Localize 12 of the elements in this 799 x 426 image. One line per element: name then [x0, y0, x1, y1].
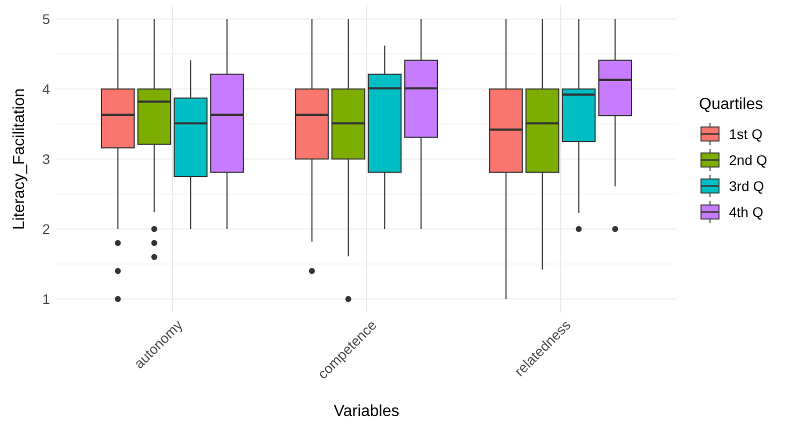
legend-title: Quartiles: [699, 96, 764, 113]
x-axis-title: Variables: [334, 403, 400, 420]
legend-label: 1st Q: [729, 126, 763, 142]
y-tick-label: 5: [42, 10, 50, 27]
legend-label: 3rd Q: [729, 178, 764, 194]
y-tick-label: 4: [42, 80, 50, 97]
y-axis-title: Literacy_Facilitation: [11, 88, 28, 230]
legend-label: 4th Q: [729, 204, 764, 220]
y-tick-label: 3: [42, 150, 50, 167]
y-tick-label: 1: [42, 290, 50, 307]
legend-label: 2nd Q: [729, 152, 768, 168]
y-tick-label: 2: [42, 220, 50, 237]
